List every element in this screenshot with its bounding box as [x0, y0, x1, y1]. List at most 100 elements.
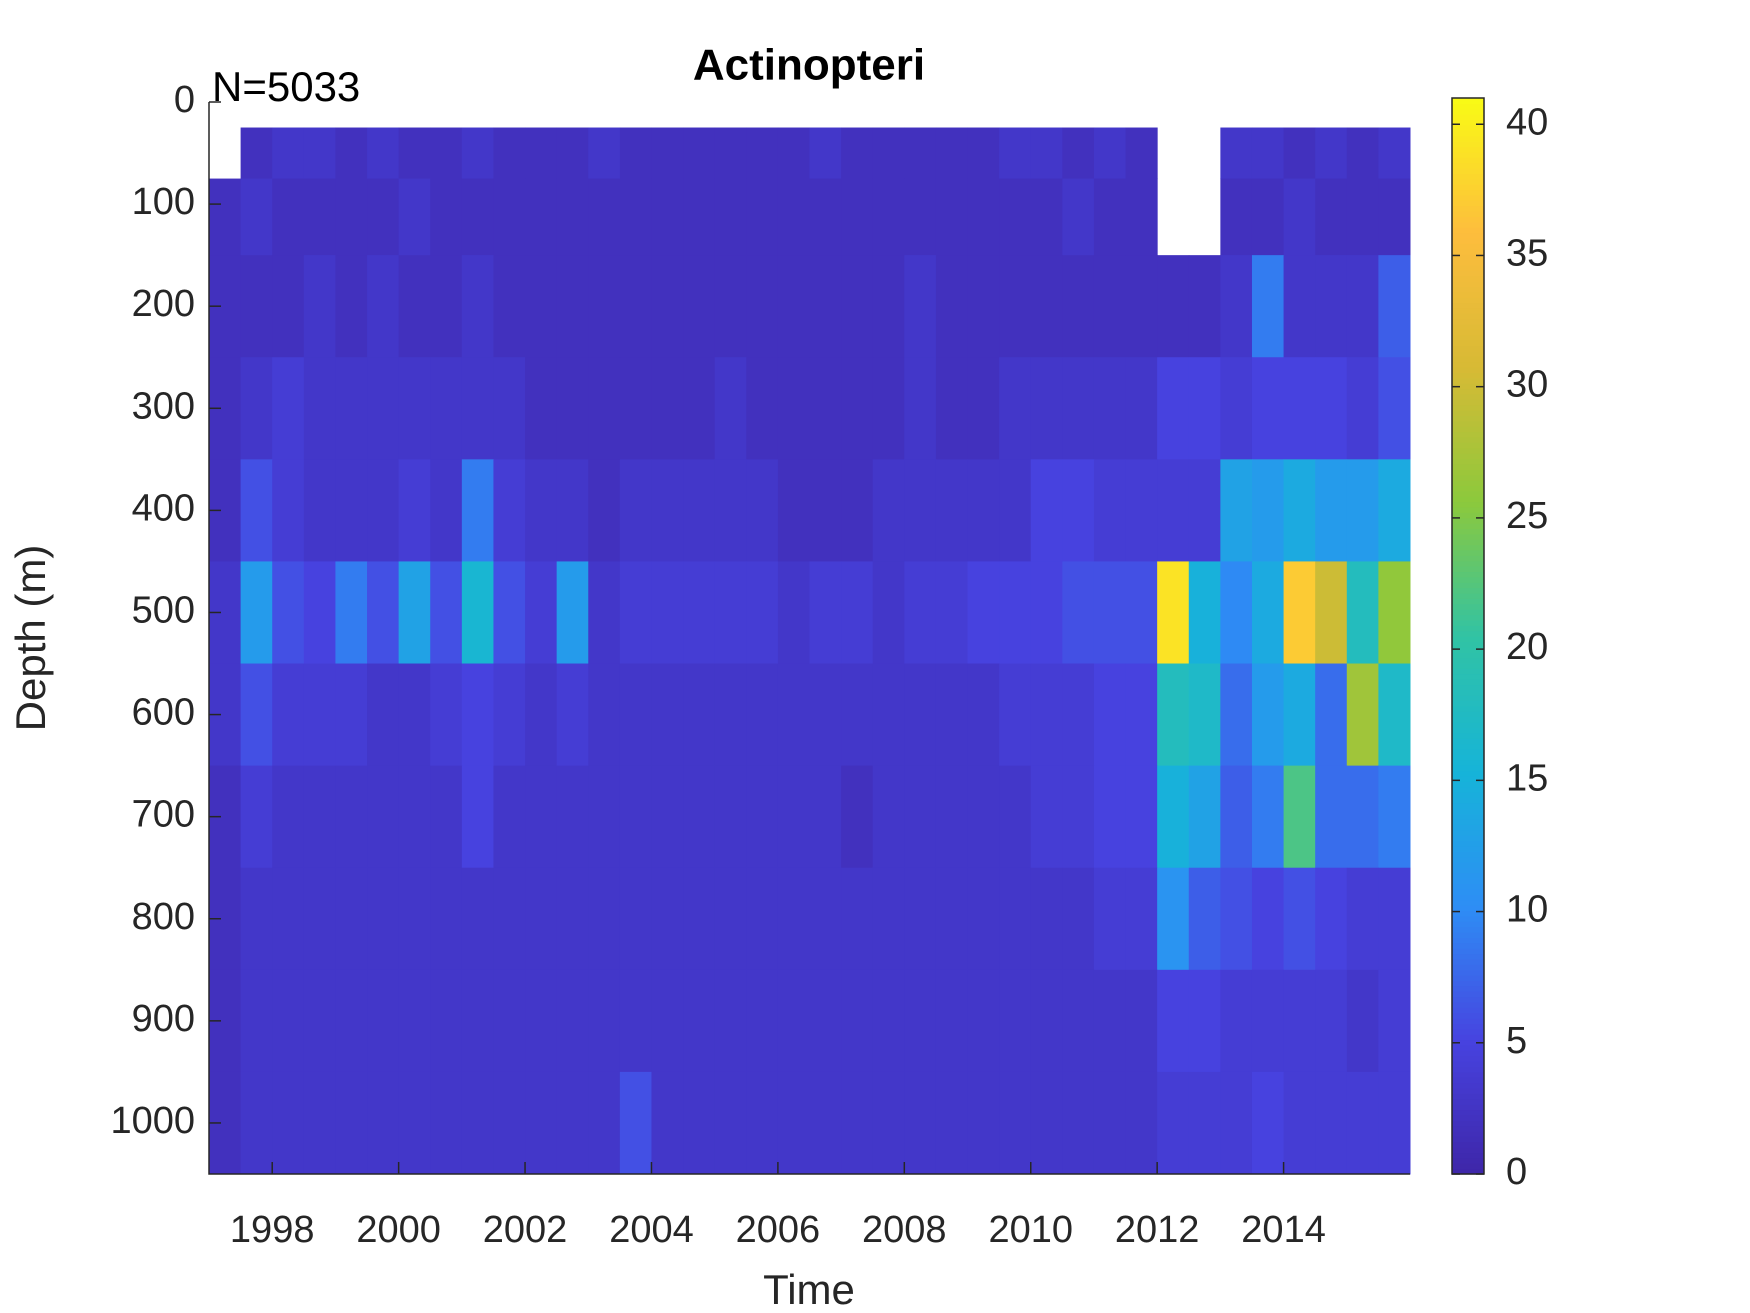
colorbar-swatch	[1452, 410, 1484, 417]
heatmap-cell	[461, 765, 494, 869]
heatmap-cell	[777, 867, 810, 971]
heatmap-cell	[777, 255, 810, 358]
heatmap-cell	[935, 663, 969, 767]
colorbar-swatch	[1452, 124, 1484, 131]
colorbar-swatch	[1452, 141, 1484, 148]
heatmap-cell	[1220, 867, 1253, 971]
colorbar-swatch	[1452, 700, 1484, 707]
heatmap-cell	[1283, 663, 1316, 767]
heatmap-cell	[935, 459, 969, 562]
heatmap-cell	[651, 459, 684, 562]
heatmap-cell	[935, 178, 969, 256]
colorbar-swatch	[1452, 840, 1484, 847]
colorbar-swatch	[1452, 980, 1484, 987]
colorbar-swatch	[1452, 436, 1484, 443]
heatmap-cell	[841, 867, 874, 971]
y-tick-label: 200	[132, 283, 195, 325]
heatmap-cell	[525, 255, 558, 358]
heatmap-cell	[714, 561, 747, 665]
colorbar-swatch	[1452, 329, 1484, 336]
heatmap-cell	[461, 459, 494, 562]
heatmap-cell	[746, 561, 779, 665]
heatmap-cell	[872, 561, 905, 665]
heatmap-cell	[1188, 969, 1221, 1073]
heatmap-cell	[683, 561, 716, 665]
heatmap-cell	[1188, 459, 1221, 562]
heatmap-cell	[1378, 459, 1411, 562]
heatmap-cell	[1030, 178, 1063, 256]
colorbar-swatch	[1452, 517, 1484, 524]
heatmap-cell	[841, 357, 874, 460]
heatmap-cell	[809, 1071, 842, 1175]
heatmap-cell	[303, 765, 336, 869]
heatmap-cell	[1157, 357, 1190, 460]
heatmap-cell	[904, 765, 937, 869]
y-tick-label: 900	[132, 998, 195, 1040]
colorbar-swatch	[1452, 625, 1484, 632]
y-tick-label: 500	[132, 590, 195, 632]
heatmap-cell	[525, 178, 558, 256]
heatmap-cell	[1062, 357, 1095, 460]
heatmap-cell	[398, 561, 431, 665]
heatmap-cell	[335, 178, 368, 256]
chart-title: Actinopteri	[693, 41, 925, 90]
heatmap-cell	[904, 561, 937, 665]
colorbar-swatch	[1452, 964, 1484, 971]
heatmap-cell	[1157, 561, 1190, 665]
colorbar-swatch	[1452, 1163, 1484, 1170]
heatmap-cell	[1220, 663, 1253, 767]
colorbar-swatch	[1452, 662, 1484, 669]
heatmap-cell	[967, 459, 1000, 562]
heatmap-cell	[493, 357, 526, 460]
heatmap-cell	[683, 867, 716, 971]
colorbar-swatch	[1452, 942, 1484, 949]
heatmap-cell	[714, 969, 747, 1073]
heatmap-cell	[303, 178, 336, 256]
heatmap-cell	[1251, 357, 1285, 460]
heatmap-cell	[1093, 765, 1127, 869]
heatmap-cell	[398, 765, 431, 869]
heatmap-cell	[809, 969, 842, 1073]
colorbar-swatch	[1452, 291, 1484, 298]
heatmap-cell	[1378, 969, 1411, 1073]
heatmap-cell	[1188, 357, 1221, 460]
colorbar-swatch	[1452, 835, 1484, 842]
colorbar-swatch	[1452, 792, 1484, 798]
heatmap-cell	[367, 765, 400, 869]
heatmap-cell	[841, 663, 874, 767]
heatmap-cell	[809, 765, 842, 869]
heatmap-cell	[272, 255, 305, 358]
colorbar-swatch	[1452, 754, 1484, 761]
heatmap-cell	[1125, 765, 1158, 869]
heatmap-cell	[999, 255, 1032, 358]
heatmap-cell	[1188, 663, 1221, 767]
colorbar-swatch	[1452, 496, 1484, 503]
heatmap-cell	[904, 357, 937, 460]
heatmap-cell	[935, 969, 969, 1073]
heatmap-cell	[841, 255, 874, 358]
y-tick-label: 300	[132, 385, 195, 427]
heatmap-cell	[935, 357, 969, 460]
heatmap-cell	[1125, 663, 1158, 767]
heatmap-cell	[683, 969, 716, 1073]
colorbar-swatch	[1452, 189, 1484, 196]
colorbar-swatch	[1452, 98, 1484, 104]
colorbar-swatch	[1452, 146, 1484, 153]
colorbar-swatch	[1452, 479, 1484, 486]
colorbar-swatch	[1452, 894, 1484, 901]
heatmap-cell	[335, 255, 368, 358]
heatmap-cell	[999, 969, 1032, 1073]
colorbar-swatch	[1452, 748, 1484, 755]
heatmap-cell	[683, 663, 716, 767]
heatmap-cell	[367, 127, 400, 180]
heatmap-cell	[872, 663, 905, 767]
colorbar-swatch	[1452, 630, 1484, 637]
heatmap-cell	[1188, 765, 1221, 869]
heatmap-cell	[588, 765, 621, 869]
heatmap-cell	[1062, 255, 1095, 358]
heatmap-cell	[904, 127, 937, 180]
heatmap-cell	[935, 1071, 969, 1175]
colorbar-swatch	[1452, 716, 1484, 723]
colorbar-swatch	[1452, 383, 1484, 390]
colorbar-swatch	[1452, 442, 1484, 449]
